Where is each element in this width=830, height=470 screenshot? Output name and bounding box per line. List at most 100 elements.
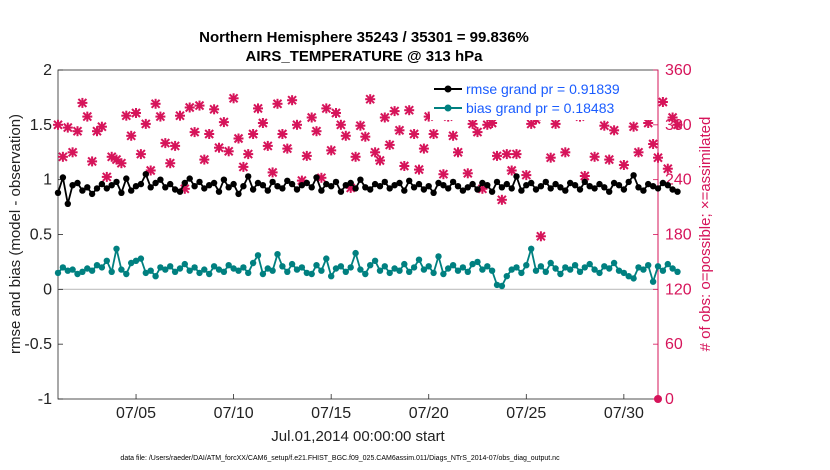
obs-count-point — [306, 112, 317, 123]
rmse-point — [132, 183, 140, 190]
rmse-point — [576, 186, 584, 193]
bias-point — [88, 267, 96, 274]
obs-count-point — [506, 165, 517, 176]
obs-count-point — [199, 154, 210, 165]
obs-count-point — [62, 122, 73, 133]
obs-count-point — [155, 111, 166, 122]
bias-point — [630, 275, 637, 282]
rmse-point — [454, 183, 462, 190]
rmse-point — [69, 182, 76, 189]
bias-point — [176, 265, 184, 272]
obs-count-point — [101, 171, 112, 182]
rmse-point — [552, 180, 559, 188]
bias-point — [128, 259, 135, 267]
obs-count-point — [501, 149, 512, 160]
bias-point — [391, 265, 398, 272]
rmse-point — [84, 184, 91, 191]
bias-point — [162, 266, 169, 273]
bias-point — [137, 255, 145, 262]
bias-point — [610, 259, 618, 267]
bias-point — [493, 281, 501, 289]
obs-count-point — [214, 142, 224, 153]
rmse-point — [459, 187, 467, 194]
obs-count-point — [223, 146, 234, 157]
obs-count-point — [253, 103, 263, 114]
obs-count-point — [121, 110, 132, 121]
bias-point — [210, 263, 218, 270]
obs-count-point — [365, 94, 376, 105]
bias-point — [620, 269, 628, 277]
rmse-point — [103, 185, 111, 192]
bias-point — [537, 263, 545, 270]
rmse-point — [220, 176, 228, 183]
obs-count-point — [409, 129, 420, 139]
rmse-point — [503, 180, 510, 188]
left-axis-ticks: -1 -0.5 0 0.5 1 1.5 2 — [24, 62, 63, 408]
bias-point — [328, 273, 335, 280]
series-rmse — [54, 171, 681, 207]
rmse-point — [288, 180, 296, 188]
rmse-point — [537, 183, 545, 190]
rmse-point — [313, 174, 320, 181]
obs-count-point — [375, 155, 385, 166]
x-tick-label: 07/10 — [214, 405, 254, 422]
rmse-point — [113, 178, 120, 186]
obs-count-point — [599, 120, 610, 131]
chart-title-line2: AIRS_TEMPERATURE @ 313 hPa — [246, 48, 484, 65]
bias-point — [654, 263, 662, 270]
series-obs-count — [53, 93, 683, 403]
obs-count-point — [57, 151, 68, 162]
bias-point — [147, 267, 154, 274]
bias-point — [249, 259, 257, 267]
rmse-point — [523, 182, 530, 189]
rmse-point — [352, 185, 359, 192]
bias-point — [196, 269, 203, 277]
bias-point — [225, 262, 232, 269]
rmse-point — [464, 184, 471, 191]
bias-point — [103, 257, 111, 264]
rmse-point — [440, 182, 447, 189]
rmse-point — [396, 179, 403, 187]
bias-point — [69, 266, 76, 273]
bias-point — [669, 265, 676, 272]
rmse-point — [303, 179, 310, 187]
obs-count-point — [633, 147, 644, 158]
rmse-point — [152, 179, 159, 187]
bias-point — [59, 264, 67, 271]
obs-count-point — [160, 138, 171, 149]
obs-count-point — [672, 119, 683, 130]
left-tick-label: 1 — [43, 172, 52, 189]
bias-point — [542, 268, 549, 275]
obs-count-point — [170, 140, 181, 151]
bias-point — [181, 260, 188, 268]
rmse-point — [674, 188, 681, 195]
rmse-point — [664, 182, 671, 189]
rmse-point — [196, 178, 203, 186]
right-tick-label: 120 — [665, 281, 692, 298]
bias-point — [240, 264, 247, 271]
bias-point — [123, 270, 130, 278]
bias-point — [513, 264, 520, 271]
rmse-point — [542, 178, 549, 186]
obs-count-point — [116, 158, 127, 169]
bias-point — [167, 263, 174, 270]
rmse-point — [357, 176, 364, 183]
obs-count-point — [404, 105, 415, 116]
obs-count-point — [418, 143, 429, 154]
bias-point — [293, 266, 301, 273]
obs-count-point — [438, 169, 449, 180]
obs-count-point — [292, 119, 302, 130]
rmse-point — [381, 178, 388, 186]
rmse-point — [191, 183, 198, 190]
obs-count-point — [82, 111, 93, 122]
bias-point — [332, 265, 340, 272]
bias-point — [474, 258, 481, 266]
rmse-point — [386, 185, 393, 192]
bias-point — [430, 269, 437, 277]
rmse-point — [108, 182, 115, 189]
bias-point — [254, 252, 262, 259]
rmse-point — [620, 186, 628, 193]
rmse-point — [225, 184, 232, 191]
bias-point — [484, 263, 491, 270]
obs-count-point — [662, 163, 673, 174]
